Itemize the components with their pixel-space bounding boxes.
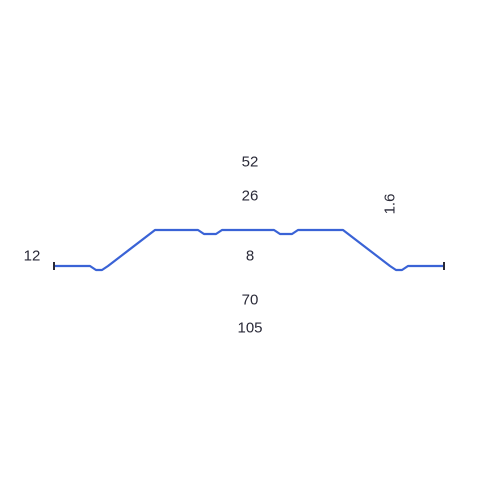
- dim-8: 8: [246, 248, 254, 265]
- dim-70: 70: [242, 292, 259, 309]
- dim-12: 12: [24, 248, 41, 265]
- dim-1-6: 1.6: [382, 194, 399, 215]
- dim-52: 52: [242, 154, 259, 171]
- dim-26: 26: [242, 188, 259, 205]
- diagram-stage: 52 26 8 70 105 12 1.6: [0, 0, 500, 500]
- dim-105: 105: [237, 320, 262, 337]
